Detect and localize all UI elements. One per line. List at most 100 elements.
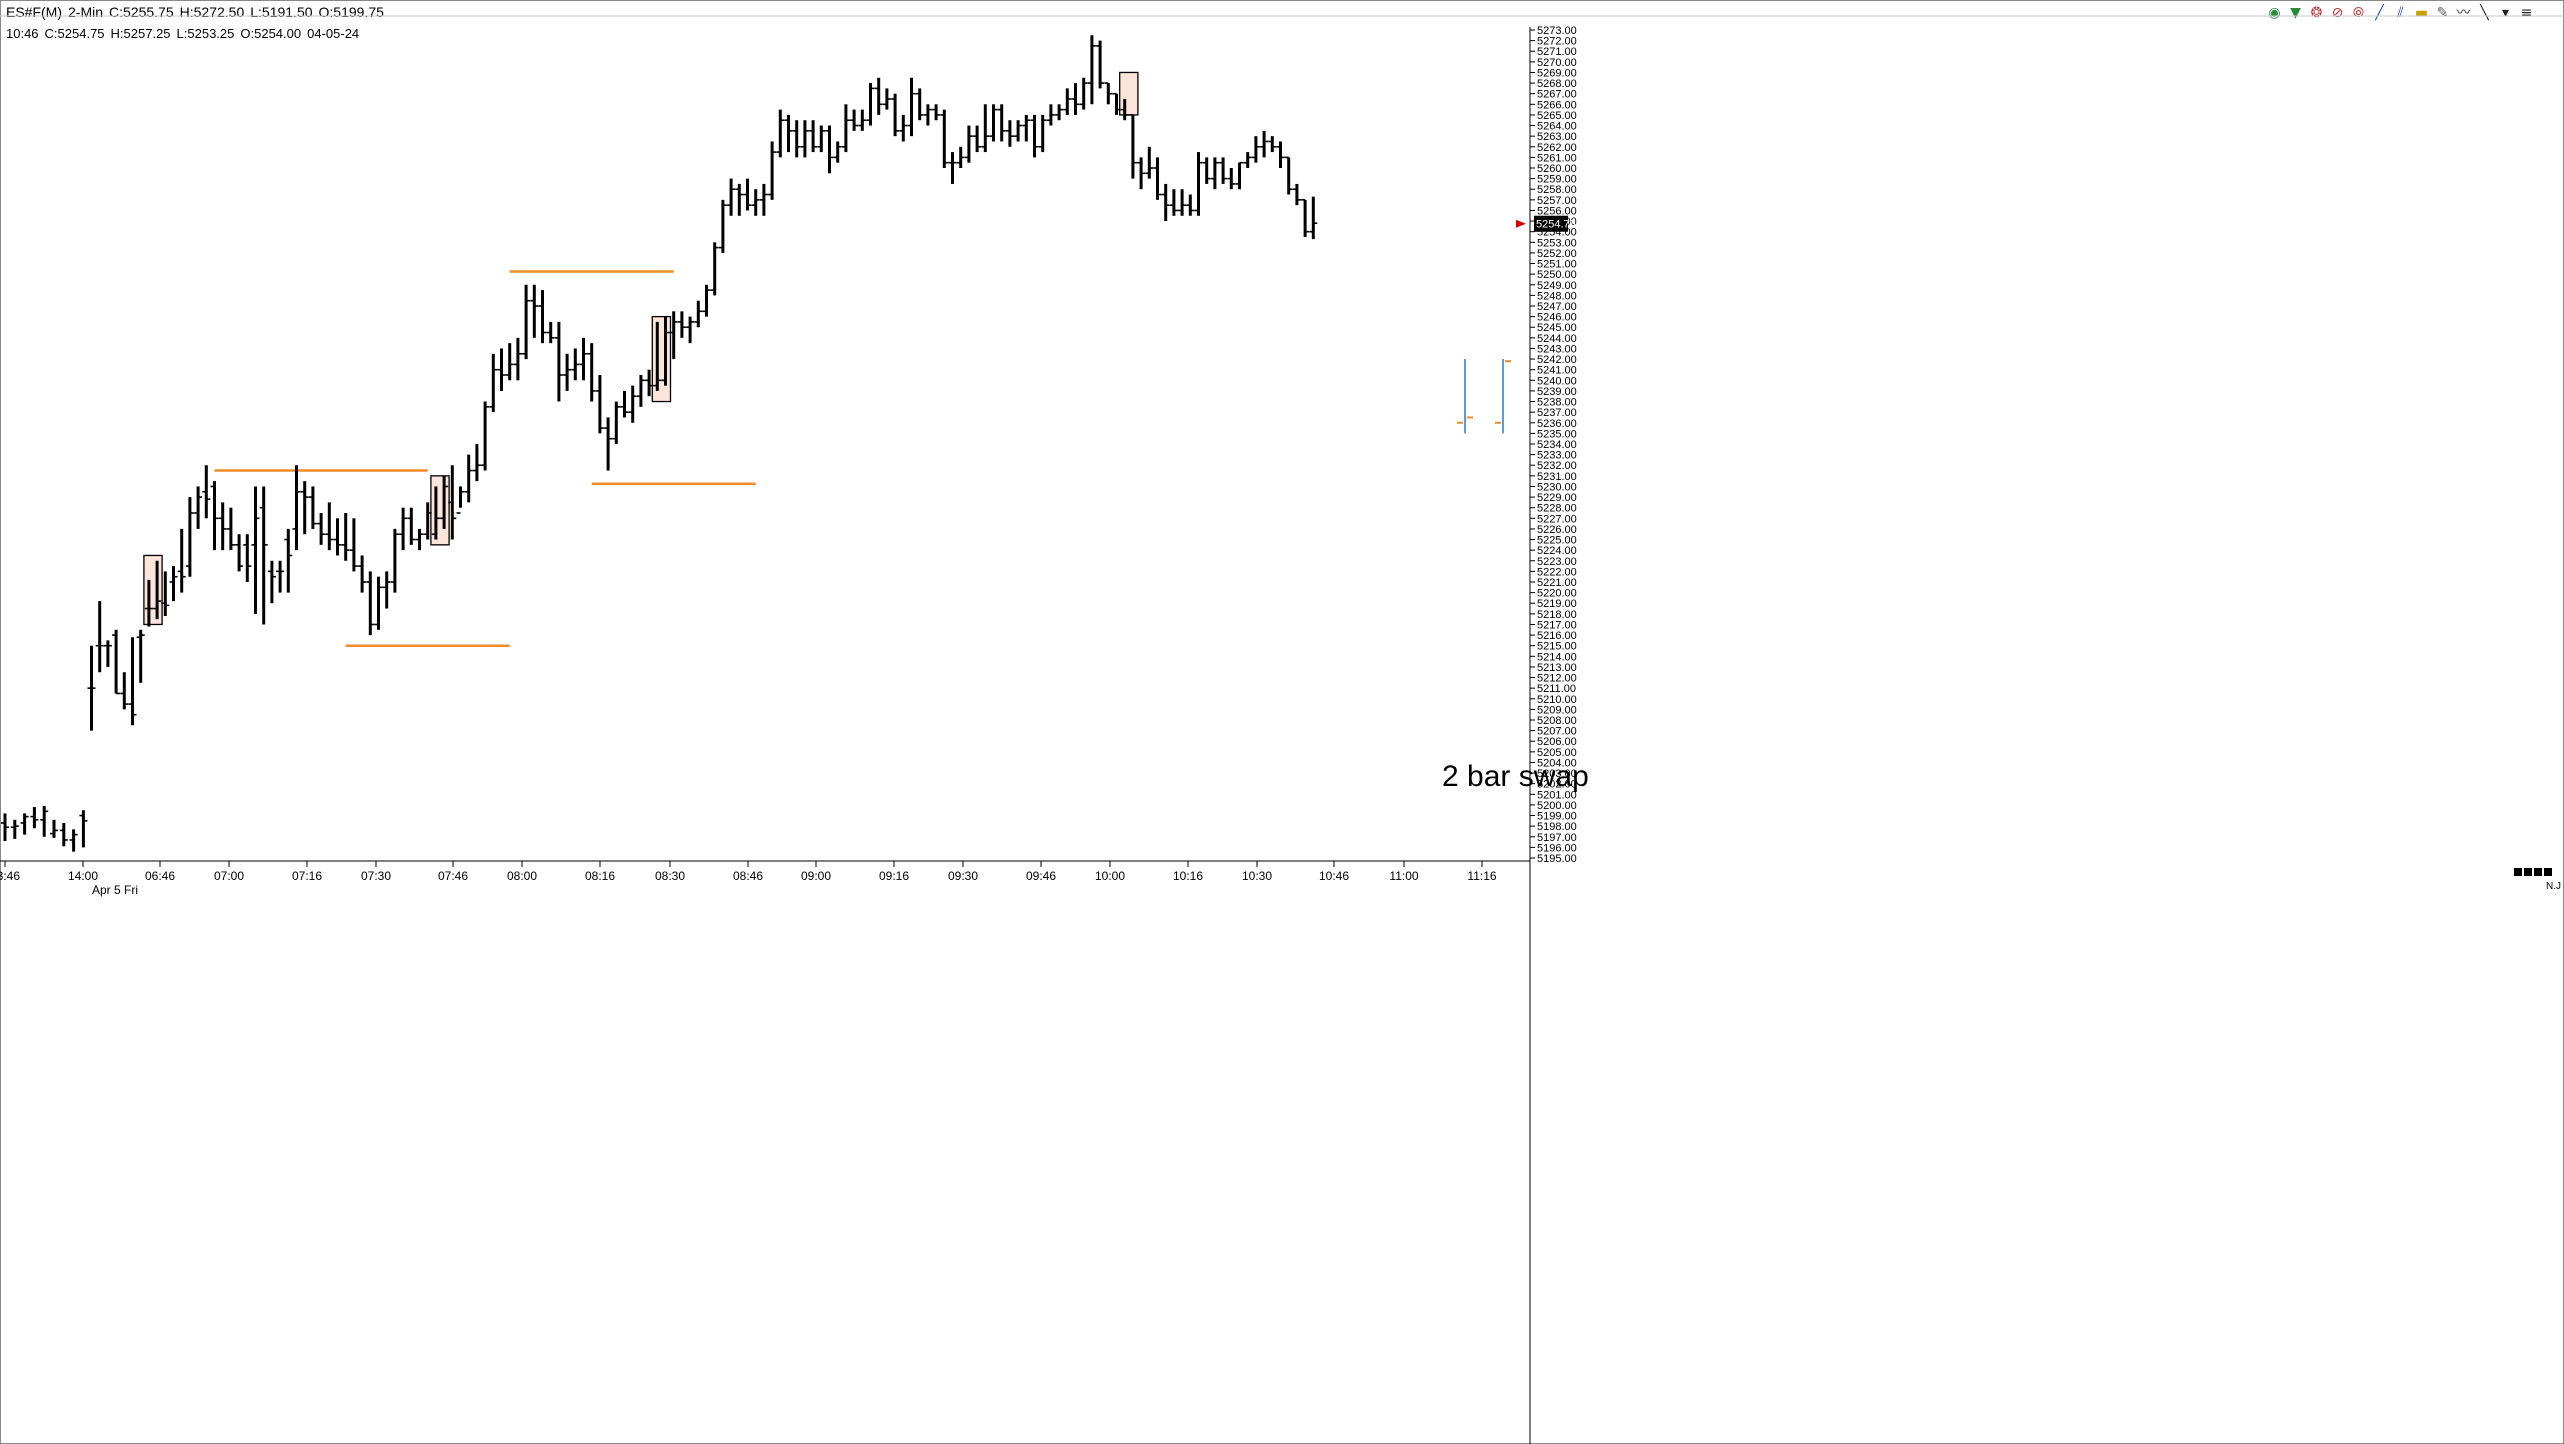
price-tick-label: 5247.00 (1537, 301, 1577, 313)
price-tick-label: 5236.00 (1537, 418, 1577, 430)
price-tick-label: 5228.00 (1537, 503, 1577, 515)
ohlc-bar (636, 375, 645, 407)
trendline-icon[interactable]: ╱ (2375, 5, 2384, 21)
rectangle-icon[interactable]: ▬ (2414, 5, 2429, 21)
price-tick-label: 5209.00 (1537, 704, 1577, 716)
price-tick-label: 5253.00 (1537, 237, 1577, 249)
price-tick-label: 5222.00 (1537, 566, 1577, 578)
bar-date: 04-05-24 (307, 26, 360, 41)
ohlc-bar (1243, 152, 1252, 168)
price-tick-label: 5237.00 (1537, 407, 1577, 419)
ohlc-bar (686, 316, 695, 344)
ohlc-bar (267, 560, 276, 604)
ohlc-bar (497, 348, 506, 391)
ohlc-bar (1284, 156, 1293, 195)
marker-icon[interactable]: ▼ (2290, 5, 2301, 21)
price-tick-label: 5223.00 (1537, 556, 1577, 568)
ohlc-bar (40, 805, 49, 837)
price-tick-label: 5218.00 (1537, 609, 1577, 621)
menu-icon[interactable]: ≡ (2520, 5, 2533, 21)
freehand-icon[interactable]: 〰 (2456, 5, 2471, 21)
ohlc-bar (1309, 196, 1318, 240)
price-tick-label: 5243.00 (1537, 343, 1577, 355)
price-tick-label: 5238.00 (1537, 397, 1577, 409)
ohlc-bar (1169, 189, 1178, 216)
ohlc-bar (1268, 136, 1277, 153)
ohlc-bar (112, 629, 121, 695)
price-tick-label: 5224.00 (1537, 545, 1577, 557)
ohlc-bar (989, 104, 998, 142)
ohlc-bar (505, 343, 514, 381)
price-tick-label: 5251.00 (1537, 259, 1577, 271)
price-tick-label: 5195.00 (1537, 853, 1577, 865)
price-tick-label: 5252.00 (1537, 248, 1577, 260)
price-tick-label: 5219.00 (1537, 598, 1577, 610)
ohlc-bar (448, 465, 457, 540)
eye-icon[interactable]: ◉ (2268, 5, 2281, 21)
fib-icon[interactable]: ⦾ (2352, 5, 2365, 21)
ohlc-bar (1292, 183, 1301, 206)
price-tick-label: 5216.00 (1537, 630, 1577, 642)
price-tick-label: 5202.00 (1537, 779, 1577, 791)
grid-square-icon (2534, 868, 2542, 876)
ohlc-bar (472, 444, 481, 482)
ohlc-bar (882, 88, 891, 110)
ohlc-bar (956, 146, 965, 168)
ohlc-bar (1087, 35, 1096, 105)
ohlc-bar (948, 152, 957, 184)
ohlc-bar (276, 560, 285, 593)
pencil-icon[interactable]: ✎ (2436, 5, 2449, 21)
ohlc-bar (513, 337, 522, 381)
ohlc-bar (136, 629, 145, 683)
ohlc-bar (1276, 141, 1285, 168)
price-tick-label: 5229.00 (1537, 492, 1577, 504)
ohlc-bar (1063, 88, 1072, 115)
ohlc-bar (226, 507, 235, 551)
price-tick-label: 5199.00 (1537, 811, 1577, 823)
channel-icon[interactable]: ⫽ (2397, 5, 2404, 21)
ohlc-bar (79, 810, 88, 848)
price-tick-label: 5272.00 (1537, 36, 1577, 48)
ohlc-bar (1055, 104, 1064, 121)
dropdown-icon[interactable]: ▾ (2501, 5, 2510, 21)
date-label: Apr 5 Fri (92, 883, 138, 897)
ohlc-bar (563, 353, 572, 391)
drawing-toolbar: ◉ ▼ ❂ ⊘ ⦾ ╱ ⫽ ▬ ✎ 〰 ╲ ▾ ≡ (2265, 4, 2536, 26)
bar-high: H:5257.25 (110, 26, 171, 41)
price-tick-label: 5270.00 (1537, 57, 1577, 69)
time-tick-label: 10:30 (1242, 869, 1272, 883)
price-tick-label: 5221.00 (1537, 577, 1577, 589)
ohlc-bar (997, 104, 1006, 142)
ohlc-bar (194, 486, 203, 529)
ohlc-bar (308, 486, 317, 529)
price-tick-label: 5269.00 (1537, 67, 1577, 79)
bar-close: C:5254.75 (44, 26, 105, 41)
time-tick-label: 09:46 (1026, 869, 1056, 883)
ohlc-bar (1112, 92, 1121, 115)
line-icon[interactable]: ╲ (2480, 5, 2489, 21)
price-tick-label: 5261.00 (1537, 152, 1577, 164)
ohlc-bar (809, 120, 818, 153)
ohlc-bar (743, 178, 752, 211)
buy-sell-icon[interactable]: ❂ (2310, 5, 2323, 21)
ohlc-bar (169, 566, 178, 602)
ohlc-bar (292, 465, 301, 551)
ohlc-bar (30, 807, 39, 829)
price-tick-label: 5208.00 (1537, 715, 1577, 727)
chart-header: ES#F(M) 2-Min C:5255.75 H:5272.50 L:5191.50 O… (0, 0, 2564, 42)
ohlc-bar (210, 481, 219, 551)
ohlc-bar (390, 528, 399, 593)
ohlc-bar (718, 199, 727, 253)
time-tick-label: 10:46 (1319, 869, 1349, 883)
price-tick-label: 5273.00 (1537, 25, 1577, 37)
price-tick-label: 5225.00 (1537, 535, 1577, 547)
ohlc-bar (1096, 40, 1105, 89)
ohlc-bar (1014, 120, 1023, 142)
no-entry-icon[interactable]: ⊘ (2331, 5, 2344, 21)
ohlc-bar (333, 518, 342, 556)
price-tick-label: 5226.00 (1537, 524, 1577, 536)
grid-square-icon (2524, 868, 2532, 876)
